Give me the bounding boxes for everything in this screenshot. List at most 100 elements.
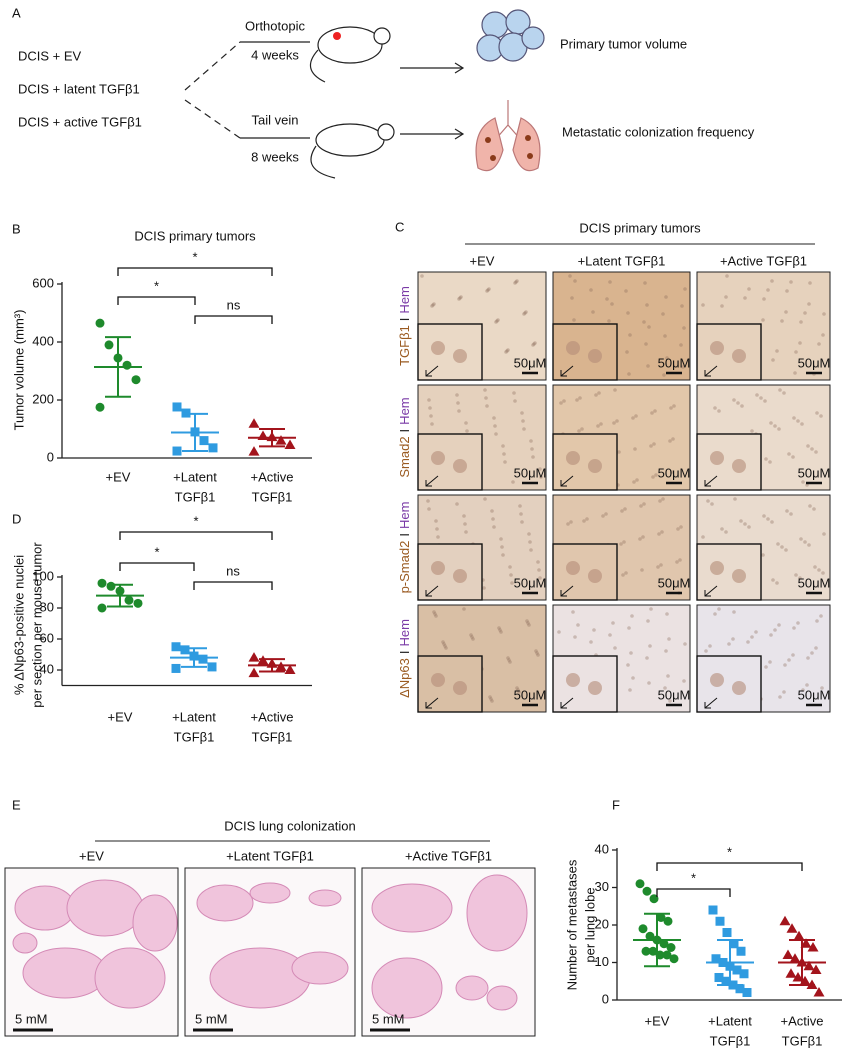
nucleus-texture	[762, 514, 766, 518]
nucleus-texture	[469, 633, 473, 637]
x-tick-label: +Latent	[708, 1013, 752, 1028]
lung-lobe	[14, 885, 76, 931]
inset-arrow	[704, 585, 718, 597]
nucleus-texture	[647, 325, 651, 329]
nucleus-texture	[589, 288, 593, 292]
nucleus-texture	[821, 333, 825, 337]
nucleus-texture	[570, 296, 574, 300]
nucleus-texture	[780, 545, 784, 549]
data-point	[104, 340, 114, 350]
data-point	[275, 435, 287, 445]
data-point	[793, 930, 805, 941]
nucleus-texture	[661, 312, 665, 316]
nucleus-texture	[497, 626, 501, 630]
nucleus-texture	[506, 348, 510, 352]
nucleus-texture	[750, 635, 754, 639]
y-tick-label: 30	[595, 879, 609, 894]
nucleus-texture	[504, 350, 508, 354]
lung-lobe	[12, 932, 38, 954]
inset-arrow	[704, 475, 718, 487]
nucleus-texture	[647, 681, 651, 685]
nucleus-texture	[621, 573, 625, 577]
nucleus-texture	[432, 610, 436, 614]
nucleus-texture	[538, 467, 542, 471]
nucleus-texture	[503, 460, 507, 464]
nucleus-texture	[589, 640, 593, 644]
data-point	[807, 942, 819, 952]
nucleus-texture	[493, 424, 497, 428]
nucleus-texture	[513, 399, 517, 403]
lung-lobe	[132, 894, 178, 952]
ihc-inset	[417, 433, 483, 491]
nucleus-texture	[597, 391, 601, 395]
nucleus-texture	[617, 450, 621, 454]
inset-cell	[710, 673, 724, 687]
ihc-column: +EV	[470, 253, 495, 268]
nucleus-texture	[432, 302, 436, 306]
ihc-column: +Latent TGFβ1	[578, 253, 666, 268]
significance-bracket	[656, 862, 803, 871]
data-point	[133, 598, 143, 608]
data-point	[199, 436, 209, 446]
nucleus-texture	[639, 504, 643, 508]
nucleus-texture	[739, 519, 743, 523]
inset-cell	[710, 561, 724, 575]
ihc-inset	[417, 323, 483, 381]
data-point	[813, 987, 825, 997]
y-tick-label: 80	[40, 599, 54, 614]
nucleus-texture	[651, 475, 655, 479]
nucleus-texture	[431, 303, 435, 307]
inset-cell	[588, 349, 602, 363]
nucleus-texture	[671, 437, 675, 441]
nucleus-texture	[528, 540, 532, 544]
nucleus-texture	[710, 502, 714, 506]
y-axis-label: per lung lobe	[582, 887, 597, 962]
nucleus-texture	[657, 532, 661, 536]
mouse-icon	[315, 123, 385, 157]
inset-arrow	[560, 585, 574, 597]
lung-lobe	[371, 883, 453, 933]
scale-bar-label: 50μM	[514, 687, 547, 702]
nucleus-texture	[643, 281, 647, 285]
nucleus-texture	[807, 302, 811, 306]
lung-column: +Active TGFβ1	[405, 848, 492, 863]
nucleus-texture	[778, 388, 782, 392]
inset-cell	[453, 569, 467, 583]
data-point	[180, 645, 190, 655]
nucleus-texture	[713, 406, 717, 410]
lung-title: DCIS lung colonization	[224, 818, 356, 833]
nucleus-texture	[456, 401, 460, 405]
nucleus-texture	[750, 429, 754, 433]
nucleus-texture	[518, 504, 522, 508]
nucleus-texture	[604, 512, 608, 516]
mouse-icon	[373, 27, 391, 45]
nucleus-texture	[743, 296, 747, 300]
data-point	[645, 931, 655, 941]
y-tick-label: 10	[595, 954, 609, 969]
nucleus-texture	[623, 507, 627, 511]
nucleus-texture	[485, 289, 489, 293]
significance-bracket	[117, 296, 196, 305]
nucleus-texture	[632, 480, 636, 484]
data-point	[659, 939, 669, 949]
y-tick-label: 40	[40, 661, 54, 676]
nucleus-texture	[457, 409, 461, 413]
nucleus-texture	[624, 289, 628, 293]
nucleus-texture	[822, 532, 826, 536]
nucleus-texture	[708, 644, 712, 648]
data-point	[721, 976, 731, 986]
nucleus-texture	[747, 287, 751, 291]
nucleus-texture	[517, 690, 521, 694]
route-outcome: Metastatic colonization frequency	[562, 124, 755, 139]
ihc-row-label: TGFβ1 I Hem	[397, 286, 412, 366]
nucleus-texture	[720, 304, 724, 308]
nucleus-texture	[680, 304, 684, 308]
nucleus-texture	[490, 699, 494, 703]
data-point	[642, 886, 652, 896]
x-tick-label: +Active	[781, 1013, 824, 1028]
data-point	[207, 662, 217, 672]
nucleus-texture	[662, 373, 666, 377]
nucleus-texture	[494, 320, 498, 324]
nucleus-texture	[713, 612, 717, 616]
ihc-inset	[552, 655, 618, 713]
